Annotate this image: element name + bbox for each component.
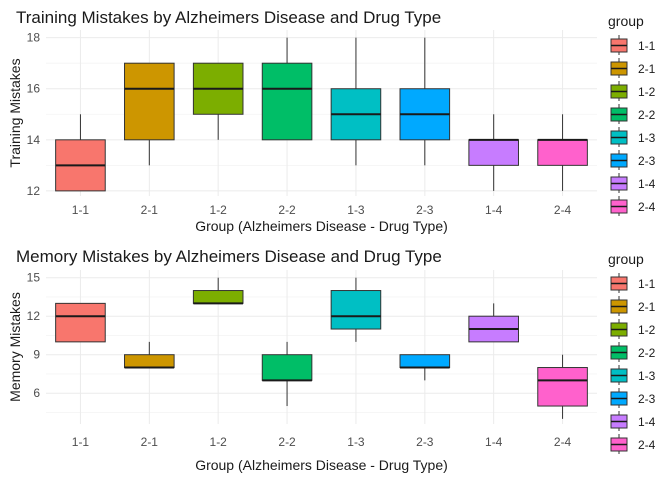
legend-title: group [608,13,644,29]
x-tick-label: 2-4 [554,203,572,217]
box-2-2 [261,341,313,407]
box-body [261,354,313,381]
box-1-3 [330,37,382,166]
x-tick-label: 1-4 [485,435,503,449]
legend-label: 2-4 [638,200,656,214]
legend-item-1-4: 1-4 [610,173,656,193]
legend-label: 2-3 [638,154,656,168]
box-2-1 [124,341,175,369]
x-tick-label: 1-3 [347,435,365,449]
legend-item-2-2: 2-2 [610,342,656,362]
legend-label: 1-2 [638,323,656,337]
box-2-4 [537,354,588,419]
y-axis-title: Training Mistakes [7,58,23,167]
box-1-2 [192,62,244,140]
legend-label: 1-1 [638,39,656,53]
box-2-2 [261,37,313,141]
box-1-2 [192,277,244,305]
chart-panel-2: 6 9 12 15 1-1 2-1 1-2 2-2 1-3 2-3 1-4 2-4 Memory Mis… [7,247,656,473]
legend: group 1-1 2-1 1-2 2-2 1-3 2-3 1-4 2-4 [608,13,656,216]
legend-item-2-1: 2-1 [610,58,656,78]
x-tick-label: 2-1 [141,435,159,449]
box-body [330,290,382,330]
legend-label: 2-1 [638,300,656,314]
y-axis-title: Memory Mistakes [7,292,23,402]
box-2-4 [537,114,588,191]
legend-item-1-3: 1-3 [610,127,656,147]
box-2-3 [399,37,451,166]
box-body [192,290,244,304]
x-tick-label: 1-4 [485,203,503,217]
x-tick-label: 1-1 [72,435,90,449]
box-body [468,139,519,166]
box-body [537,139,588,166]
x-tick-label: 1-1 [72,203,90,217]
legend-label: 1-4 [638,415,656,429]
legend-item-2-3: 2-3 [610,150,656,170]
y-tick-label: 16 [27,82,41,96]
box-1-1 [55,302,106,343]
x-tick-label: 2-4 [554,435,572,449]
legend-item-2-4: 2-4 [610,196,656,216]
box-1-4 [468,303,519,343]
legend-item-1-2: 1-2 [610,81,656,101]
legend-label: 1-2 [638,85,656,99]
box-body [124,62,175,141]
legend-label: 1-3 [638,369,656,383]
y-tick-label: 6 [33,386,40,400]
legend-item-2-3: 2-3 [610,388,656,408]
box-body [399,354,451,369]
box-body [55,302,106,343]
legend-label: 1-3 [638,131,656,145]
legend-item-2-4: 2-4 [610,434,656,454]
legend: group 1-1 2-1 1-2 2-2 1-3 2-3 1-4 2-4 [608,251,656,454]
chart-title: Memory Mistakes by Alzheimers Disease an… [16,247,442,266]
y-tick-label: 12 [27,309,41,323]
box-body [537,367,588,407]
x-tick-label: 2-1 [141,203,159,217]
box-2-1 [124,62,175,166]
box-1-3 [330,277,382,342]
legend-item-2-1: 2-1 [610,296,656,316]
y-tick-label: 9 [33,348,40,362]
box-body [261,62,313,141]
x-axis-title: Group (Alzheimers Disease - Drug Type) [195,218,448,234]
y-tick-label: 15 [27,271,41,285]
legend-label: 2-2 [638,108,656,122]
legend-item-1-4: 1-4 [610,411,656,431]
legend-label: 2-2 [638,346,656,360]
legend-label: 2-1 [638,62,656,76]
legend-item-2-2: 2-2 [610,104,656,124]
x-tick-label: 1-3 [347,203,365,217]
x-tick-label: 2-3 [416,435,434,449]
legend-label: 2-3 [638,392,656,406]
x-tick-label: 1-2 [210,435,228,449]
legend-item-1-1: 1-1 [610,273,656,293]
box-1-1 [55,114,106,192]
box-1-4 [468,114,519,191]
legend-title: group [608,251,644,267]
box-body [124,354,175,369]
legend-label: 2-4 [638,438,656,452]
x-tick-label: 2-3 [416,203,434,217]
legend-label: 1-1 [638,277,656,291]
y-tick-label: 14 [27,133,41,147]
legend-label: 1-4 [638,177,656,191]
x-tick-label: 1-2 [210,203,228,217]
chart-panel-1: 12 14 16 18 1-1 2-1 1-2 2-2 1-3 2-3 1-4 2-4 Training… [7,8,656,234]
x-axis-title: Group (Alzheimers Disease - Drug Type) [195,457,448,473]
legend-item-1-3: 1-3 [610,365,656,385]
legend-item-1-1: 1-1 [610,35,656,55]
box-2-3 [399,354,451,381]
y-tick-label: 12 [27,184,41,198]
y-tick-label: 18 [27,31,41,45]
x-tick-label: 2-2 [278,203,296,217]
legend-item-1-2: 1-2 [610,319,656,339]
x-tick-label: 2-2 [278,435,296,449]
chart-title: Training Mistakes by Alzheimers Disease … [16,8,441,27]
